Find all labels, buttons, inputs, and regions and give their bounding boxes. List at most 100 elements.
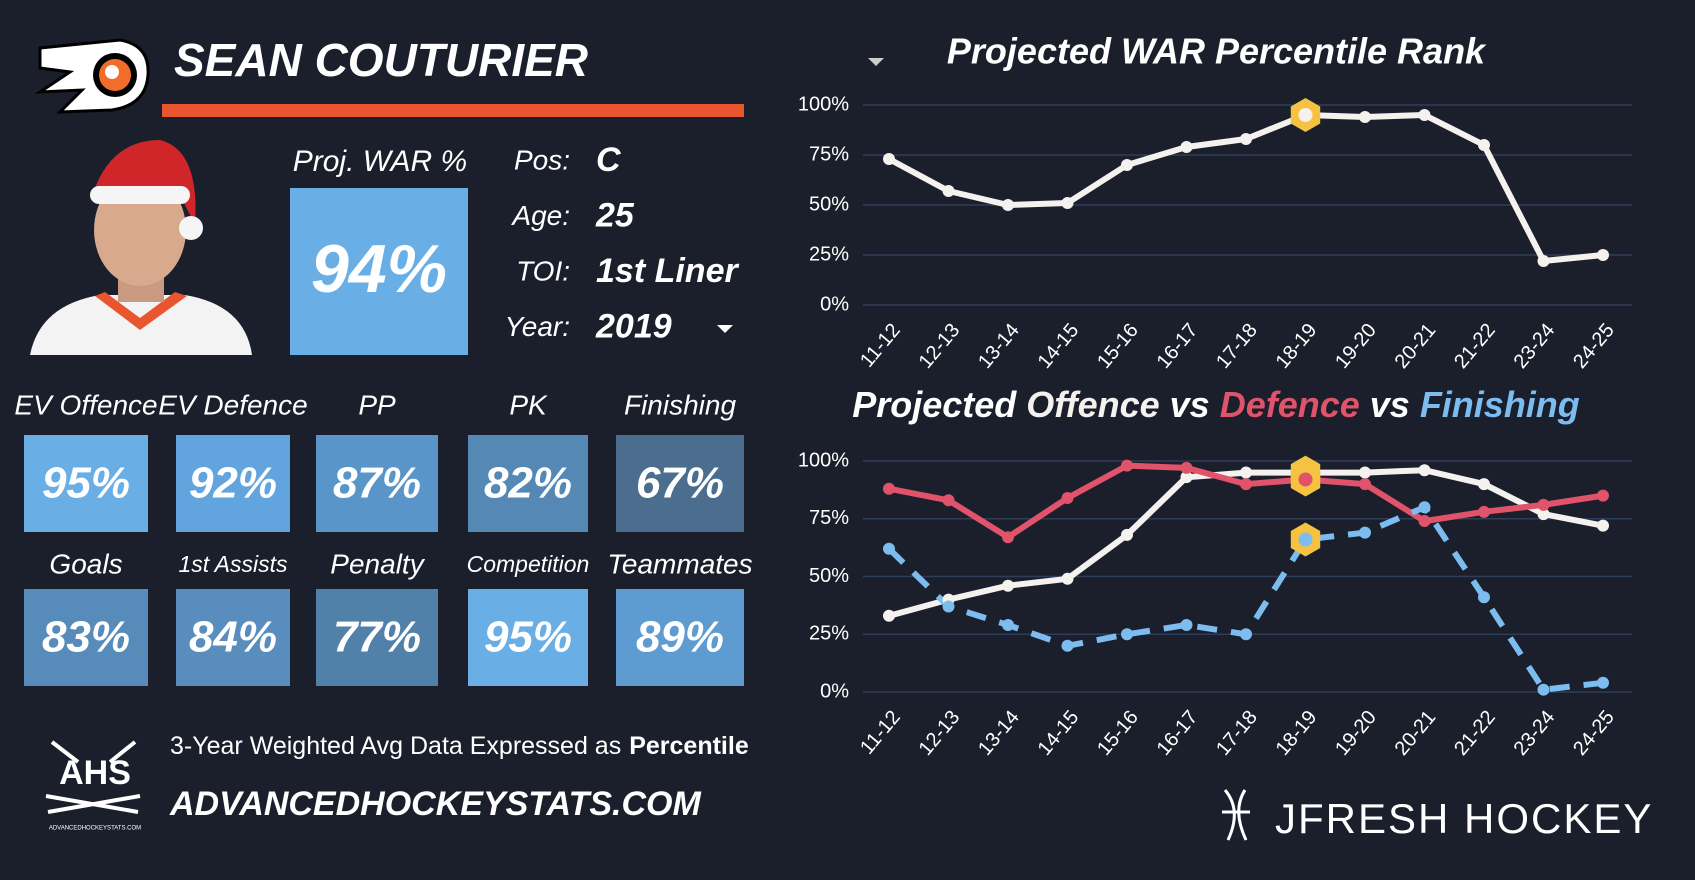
title-part: Projected xyxy=(852,384,1017,425)
stat-value: 67% xyxy=(636,459,724,508)
point xyxy=(1180,461,1193,474)
title-part: vs xyxy=(1170,384,1210,425)
stat-label: PK xyxy=(509,389,548,420)
x-tick-label: 20-21 xyxy=(1391,706,1441,759)
stat-value: 82% xyxy=(484,459,572,508)
info-label: Pos: xyxy=(514,144,570,175)
stat-box xyxy=(468,589,588,686)
point xyxy=(1537,498,1550,511)
y-tick-label: 100% xyxy=(798,93,849,115)
point xyxy=(1240,466,1252,479)
point xyxy=(1597,489,1609,502)
point xyxy=(1121,528,1133,541)
x-tick-label: 17-18 xyxy=(1212,319,1262,372)
ahs-logo-small: ADVANCEDHOCKEYSTATS.COM xyxy=(49,826,141,832)
point xyxy=(1121,159,1133,171)
point xyxy=(1359,526,1371,539)
point xyxy=(1180,619,1193,632)
y-tick-label: 0% xyxy=(820,680,849,702)
chart-title: Projected WAR Percentile Rank xyxy=(947,31,1487,72)
info-label: Age: xyxy=(510,200,570,231)
ahs-logo xyxy=(45,740,141,814)
stat-value: 83% xyxy=(42,613,130,662)
brand-name: JFRESH HOCKEY xyxy=(1275,795,1653,842)
x-tick-label: 12-13 xyxy=(915,319,965,372)
footer-site: ADVANCEDHOCKEYSTATS.COM xyxy=(169,785,701,823)
x-tick-label: 16-17 xyxy=(1153,319,1203,372)
chart-menu[interactable] xyxy=(868,58,884,66)
stat-label: EV Defence xyxy=(158,389,307,420)
stat-value: 84% xyxy=(189,613,277,662)
x-tick-label: 24-25 xyxy=(1569,706,1619,759)
x-tick-label: 16-17 xyxy=(1153,706,1203,759)
player-name: SEAN COUTURIER xyxy=(174,34,588,86)
proj-war-label: Proj. WAR % xyxy=(293,145,467,178)
point xyxy=(1537,683,1550,696)
ahs-logo-text: AHS xyxy=(59,754,131,792)
point xyxy=(942,600,955,613)
info-value: 1st Liner xyxy=(596,252,739,290)
title-part: vs xyxy=(1370,384,1410,425)
y-tick-label: 25% xyxy=(809,623,849,645)
stat-value: 87% xyxy=(333,459,421,508)
team-logo xyxy=(34,38,150,114)
info-label: Year: xyxy=(505,311,570,342)
point xyxy=(1121,459,1133,472)
player-photo xyxy=(30,140,252,355)
point xyxy=(1298,472,1313,487)
proj-war-value: 94% xyxy=(311,231,447,307)
info-label: TOI: xyxy=(516,255,570,286)
point xyxy=(1418,515,1431,528)
y-tick-label: 50% xyxy=(809,193,849,215)
point xyxy=(1002,199,1014,211)
point xyxy=(883,542,895,555)
y-tick-label: 50% xyxy=(809,565,849,587)
y-tick-label: 25% xyxy=(809,243,849,265)
stat-label: Goals xyxy=(49,548,122,579)
point xyxy=(1537,508,1550,521)
stat-label: Competition xyxy=(467,551,590,577)
point xyxy=(942,494,955,507)
x-tick-label: 13-14 xyxy=(974,706,1024,759)
x-tick-label: 21-22 xyxy=(1450,319,1500,372)
point xyxy=(1298,532,1313,547)
stat-label: Teammates xyxy=(607,548,752,579)
point xyxy=(1537,255,1550,267)
stat-label: Finishing xyxy=(624,389,736,420)
point xyxy=(1298,108,1313,122)
stat-box xyxy=(24,435,148,532)
year-dropdown[interactable] xyxy=(717,325,733,333)
y-tick-label: 100% xyxy=(798,449,849,471)
stat-label: Penalty xyxy=(330,548,425,579)
x-tick-label: 15-16 xyxy=(1093,706,1143,759)
stat-value: 95% xyxy=(484,613,572,662)
x-tick-label: 20-21 xyxy=(1391,319,1441,372)
point xyxy=(1478,478,1490,491)
stat-box xyxy=(316,589,438,686)
proj-war-box xyxy=(290,188,468,355)
stat-box xyxy=(176,589,290,686)
point xyxy=(1359,111,1371,123)
stat-label: EV Offence xyxy=(14,389,157,420)
stat-box xyxy=(316,435,438,532)
x-tick-label: 14-15 xyxy=(1034,706,1084,759)
point xyxy=(1061,491,1074,504)
y-tick-label: 75% xyxy=(809,143,849,165)
point xyxy=(1061,639,1074,652)
stat-box xyxy=(24,589,148,686)
point xyxy=(883,482,895,495)
point xyxy=(1418,501,1431,514)
chart-title: Projected Offence vs Defence vs Finishing xyxy=(852,384,1580,425)
point xyxy=(1180,471,1193,484)
info-value: C xyxy=(596,141,621,179)
x-tick-label: 13-14 xyxy=(974,319,1024,372)
point xyxy=(1418,464,1431,477)
point xyxy=(1121,628,1133,641)
x-tick-label: 21-22 xyxy=(1450,706,1500,759)
stat-box xyxy=(468,435,588,532)
x-tick-label: 18-19 xyxy=(1272,319,1322,372)
point xyxy=(1240,133,1252,145)
stat-box xyxy=(616,589,744,686)
